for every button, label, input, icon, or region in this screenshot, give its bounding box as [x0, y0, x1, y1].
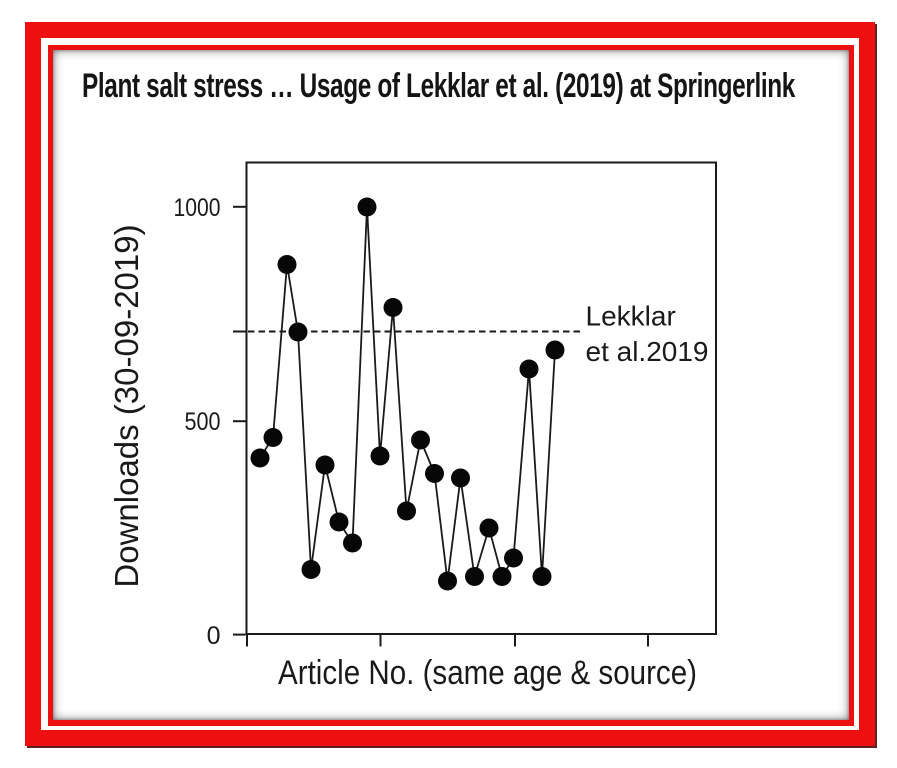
svg-text:Article No. (same age & source: Article No. (same age & source): [278, 654, 697, 692]
svg-text:500: 500: [185, 408, 221, 436]
svg-text:0: 0: [207, 622, 221, 650]
svg-text:Downloads (30-09-2019): Downloads (30-09-2019): [108, 224, 145, 587]
svg-text:1000: 1000: [174, 194, 221, 222]
svg-text:et al.2019: et al.2019: [586, 336, 709, 367]
svg-text:Lekklar: Lekklar: [586, 301, 676, 332]
